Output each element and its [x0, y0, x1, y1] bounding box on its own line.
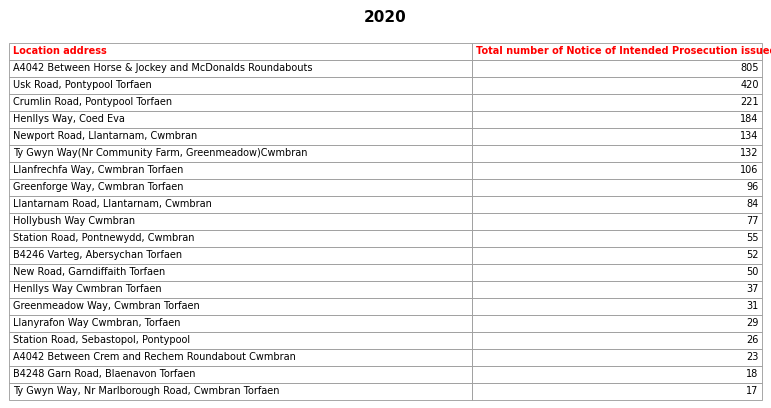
- Text: 132: 132: [740, 149, 759, 158]
- Bar: [9, 60, 472, 77]
- Text: Newport Road, Llantarnam, Cwmbran: Newport Road, Llantarnam, Cwmbran: [13, 131, 197, 141]
- Bar: [9, 94, 472, 111]
- Text: 96: 96: [746, 182, 759, 192]
- Text: Llanfrechfa Way, Cwmbran Torfaen: Llanfrechfa Way, Cwmbran Torfaen: [13, 165, 183, 175]
- Text: 17: 17: [746, 386, 759, 396]
- Text: 184: 184: [740, 114, 759, 124]
- Bar: [9, 145, 472, 162]
- Text: Greenforge Way, Cwmbran Torfaen: Greenforge Way, Cwmbran Torfaen: [13, 182, 183, 192]
- Text: Station Road, Sebastopol, Pontypool: Station Road, Sebastopol, Pontypool: [13, 335, 190, 345]
- Bar: [472, 298, 762, 315]
- Text: Ty Gwyn Way(Nr Community Farm, Greenmeadow)Cwmbran: Ty Gwyn Way(Nr Community Farm, Greenmead…: [13, 149, 308, 158]
- Bar: [472, 179, 762, 196]
- Text: Location address: Location address: [13, 47, 107, 56]
- Text: 26: 26: [746, 335, 759, 345]
- Bar: [9, 43, 472, 60]
- Text: Total number of Notice of Intended Prosecution issued: Total number of Notice of Intended Prose…: [476, 47, 771, 56]
- Text: A4042 Between Crem and Rechem Roundabout Cwmbran: A4042 Between Crem and Rechem Roundabout…: [13, 353, 296, 362]
- Bar: [472, 60, 762, 77]
- Bar: [472, 383, 762, 400]
- Text: B4246 Varteg, Abersychan Torfaen: B4246 Varteg, Abersychan Torfaen: [13, 251, 182, 260]
- Bar: [9, 128, 472, 145]
- Bar: [9, 230, 472, 247]
- Text: Ty Gwyn Way, Nr Marlborough Road, Cwmbran Torfaen: Ty Gwyn Way, Nr Marlborough Road, Cwmbra…: [13, 386, 280, 396]
- Bar: [472, 264, 762, 281]
- Bar: [472, 162, 762, 179]
- Bar: [472, 213, 762, 230]
- Text: Greenmeadow Way, Cwmbran Torfaen: Greenmeadow Way, Cwmbran Torfaen: [13, 302, 200, 311]
- Bar: [472, 43, 762, 60]
- Bar: [9, 196, 472, 213]
- Bar: [472, 281, 762, 298]
- Text: Llantarnam Road, Llantarnam, Cwmbran: Llantarnam Road, Llantarnam, Cwmbran: [13, 200, 212, 209]
- Bar: [472, 315, 762, 332]
- Bar: [472, 349, 762, 366]
- Text: 221: 221: [740, 98, 759, 107]
- Text: Henllys Way Cwmbran Torfaen: Henllys Way Cwmbran Torfaen: [13, 284, 162, 294]
- Text: 23: 23: [746, 353, 759, 362]
- Bar: [9, 213, 472, 230]
- Bar: [9, 77, 472, 94]
- Bar: [9, 281, 472, 298]
- Bar: [472, 332, 762, 349]
- Text: 52: 52: [746, 251, 759, 260]
- Text: 29: 29: [746, 318, 759, 328]
- Text: 55: 55: [746, 233, 759, 243]
- Bar: [9, 264, 472, 281]
- Bar: [472, 230, 762, 247]
- Bar: [472, 94, 762, 111]
- Text: 805: 805: [740, 63, 759, 73]
- Text: B4248 Garn Road, Blaenavon Torfaen: B4248 Garn Road, Blaenavon Torfaen: [13, 369, 196, 379]
- Text: Crumlin Road, Pontypool Torfaen: Crumlin Road, Pontypool Torfaen: [13, 98, 172, 107]
- Text: 37: 37: [746, 284, 759, 294]
- Bar: [472, 111, 762, 128]
- Text: 134: 134: [740, 131, 759, 141]
- Bar: [472, 366, 762, 383]
- Text: 2020: 2020: [364, 10, 407, 25]
- Bar: [9, 162, 472, 179]
- Bar: [472, 247, 762, 264]
- Bar: [9, 111, 472, 128]
- Text: A4042 Between Horse & Jockey and McDonalds Roundabouts: A4042 Between Horse & Jockey and McDonal…: [13, 63, 312, 73]
- Text: 77: 77: [746, 216, 759, 226]
- Text: 18: 18: [746, 369, 759, 379]
- Text: Hollybush Way Cwmbran: Hollybush Way Cwmbran: [13, 216, 135, 226]
- Text: 31: 31: [746, 302, 759, 311]
- Bar: [9, 383, 472, 400]
- Text: Usk Road, Pontypool Torfaen: Usk Road, Pontypool Torfaen: [13, 80, 152, 90]
- Bar: [9, 366, 472, 383]
- Text: 84: 84: [746, 200, 759, 209]
- Bar: [9, 315, 472, 332]
- Bar: [472, 145, 762, 162]
- Text: Henllys Way, Coed Eva: Henllys Way, Coed Eva: [13, 114, 125, 124]
- Bar: [9, 349, 472, 366]
- Text: Station Road, Pontnewydd, Cwmbran: Station Road, Pontnewydd, Cwmbran: [13, 233, 194, 243]
- Bar: [472, 128, 762, 145]
- Bar: [9, 332, 472, 349]
- Text: 420: 420: [740, 80, 759, 90]
- Bar: [9, 179, 472, 196]
- Bar: [9, 247, 472, 264]
- Bar: [472, 196, 762, 213]
- Text: 106: 106: [740, 165, 759, 175]
- Bar: [472, 77, 762, 94]
- Bar: [9, 298, 472, 315]
- Text: 50: 50: [746, 267, 759, 277]
- Text: New Road, Garndiffaith Torfaen: New Road, Garndiffaith Torfaen: [13, 267, 165, 277]
- Text: Llanyrafon Way Cwmbran, Torfaen: Llanyrafon Way Cwmbran, Torfaen: [13, 318, 180, 328]
